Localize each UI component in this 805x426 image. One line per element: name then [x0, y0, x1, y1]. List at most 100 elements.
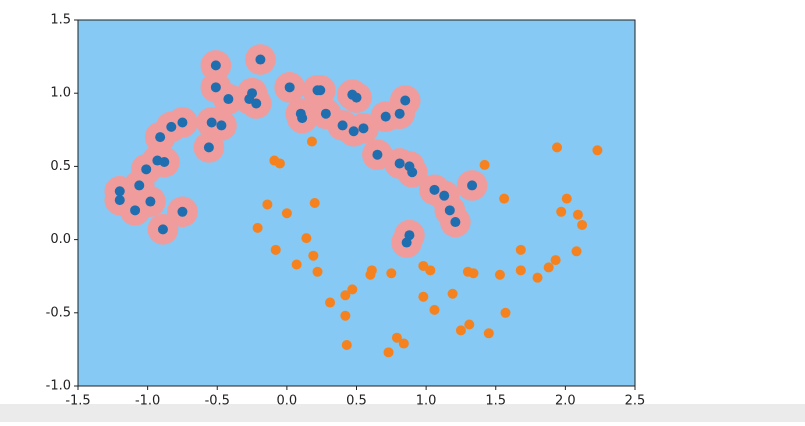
point — [203, 142, 214, 153]
point — [483, 328, 494, 339]
point — [262, 199, 273, 210]
x-tick-label: 2.0 — [555, 394, 576, 409]
point — [386, 268, 397, 279]
point — [464, 319, 475, 330]
point — [308, 250, 319, 261]
point — [297, 113, 308, 124]
point — [468, 268, 479, 279]
point — [177, 206, 188, 217]
x-tick-label: 0.5 — [346, 394, 367, 409]
point — [398, 338, 409, 349]
point — [592, 145, 603, 156]
y-tick-label: 0.5 — [50, 159, 71, 174]
point — [439, 190, 450, 201]
point — [500, 307, 511, 318]
point — [447, 288, 458, 299]
point — [312, 266, 323, 277]
x-tick-label: -1.0 — [135, 394, 160, 409]
point — [252, 222, 263, 233]
point — [394, 108, 405, 119]
point — [281, 208, 292, 219]
point — [348, 126, 359, 137]
point — [571, 246, 582, 257]
point — [341, 340, 352, 351]
point — [515, 244, 526, 255]
bottom-band — [0, 404, 805, 422]
x-tick-label: -0.5 — [205, 394, 230, 409]
point — [444, 205, 455, 216]
point — [157, 224, 168, 235]
y-tick-label: 1.5 — [50, 13, 71, 28]
point — [400, 95, 411, 106]
point — [358, 123, 369, 134]
x-tick-label: 1.5 — [485, 394, 506, 409]
point — [337, 120, 348, 131]
y-tick-label: -0.5 — [46, 305, 71, 320]
point — [274, 158, 285, 169]
point — [255, 54, 266, 65]
point — [366, 265, 377, 276]
point — [284, 82, 295, 93]
x-tick-label: 0.0 — [277, 394, 298, 409]
point — [577, 219, 588, 230]
point — [309, 198, 320, 208]
point — [340, 290, 351, 301]
point — [306, 136, 317, 147]
point — [166, 121, 177, 132]
point — [401, 237, 412, 248]
x-tick-label: -1.5 — [65, 394, 90, 409]
point — [141, 164, 152, 175]
point — [340, 310, 351, 321]
point — [291, 259, 302, 270]
x-tick-label: 1.0 — [416, 394, 437, 409]
point — [407, 167, 418, 178]
point — [479, 159, 490, 170]
point — [270, 244, 281, 255]
point — [210, 82, 221, 93]
point — [206, 117, 217, 128]
point — [159, 157, 170, 168]
point — [572, 209, 583, 220]
point — [177, 117, 188, 128]
point — [372, 149, 383, 160]
point — [543, 262, 554, 273]
point — [134, 180, 145, 191]
point — [247, 88, 258, 99]
point — [251, 98, 262, 109]
point — [301, 233, 312, 244]
point — [532, 272, 543, 283]
point — [320, 108, 331, 119]
point — [347, 284, 358, 295]
point — [383, 347, 394, 358]
y-tick-label: -1.0 — [46, 379, 71, 394]
point — [130, 205, 141, 216]
y-tick-label: 1.0 — [50, 86, 71, 101]
point — [145, 196, 156, 207]
point — [210, 60, 221, 71]
point — [418, 291, 429, 302]
point — [499, 193, 510, 204]
point — [494, 269, 505, 280]
point — [455, 325, 466, 336]
point — [429, 304, 440, 315]
point — [391, 332, 402, 343]
x-tick-label: 2.5 — [625, 394, 646, 409]
point — [556, 206, 567, 217]
y-tick-label: 0.0 — [50, 232, 71, 247]
point — [223, 94, 234, 105]
point — [114, 195, 125, 206]
point — [351, 92, 362, 103]
point — [216, 120, 227, 131]
point — [550, 255, 561, 266]
point — [425, 265, 436, 276]
point — [467, 180, 478, 191]
point — [561, 193, 572, 204]
point — [155, 132, 166, 143]
point — [515, 265, 526, 276]
point — [325, 297, 336, 308]
point — [315, 85, 326, 96]
point — [450, 217, 461, 228]
point — [380, 111, 391, 122]
point — [394, 158, 405, 169]
